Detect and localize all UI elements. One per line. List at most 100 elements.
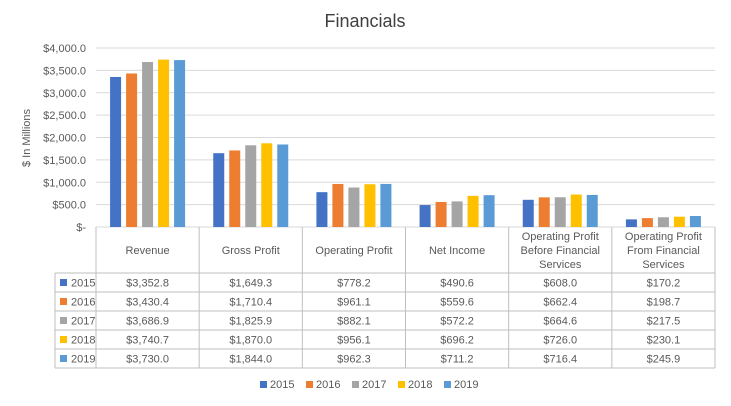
- category-label-line: Operating Profit: [625, 231, 702, 243]
- bar-2017-5: [554, 197, 566, 227]
- cell-2016-4: $559.6: [440, 297, 474, 309]
- category-label-line: Gross Profit: [222, 245, 280, 257]
- bar-2015-5: [522, 199, 534, 227]
- bar-2018-3: [364, 184, 376, 227]
- legend-key-2016: [306, 381, 313, 388]
- bars: [110, 59, 701, 228]
- cell-2017-4: $572.2: [440, 316, 474, 328]
- row-name-2018: 2018: [71, 335, 95, 347]
- bar-2017-4: [451, 201, 463, 227]
- bar-2019-5: [586, 194, 598, 227]
- bar-2017-6: [657, 217, 669, 227]
- cell-2015-1: $3,352.8: [126, 278, 169, 290]
- y-axis-ticks: $- $500.0 $1,000.0 $1,500.0 $2,000.0 $2,500.0…: [43, 43, 86, 234]
- cell-2015-6: $170.2: [647, 278, 681, 290]
- y-tick-label: $2,500.0: [43, 110, 86, 122]
- cell-2017-2: $1,825.9: [229, 316, 272, 328]
- row-key-2015: [60, 279, 67, 286]
- bar-2016-5: [538, 197, 550, 227]
- cell-2018-3: $956.1: [337, 335, 371, 347]
- y-tick-label: $1,000.0: [43, 177, 86, 189]
- bar-2018-4: [467, 195, 479, 227]
- cell-2016-2: $1,710.4: [229, 297, 272, 309]
- bar-2018-6: [673, 216, 685, 227]
- cell-2019-1: $3,730.0: [126, 354, 169, 366]
- bar-2019-2: [277, 144, 289, 227]
- row-key-2019: [60, 355, 67, 362]
- row-name-2017: 2017: [71, 316, 95, 328]
- category-label-line: From Financial: [627, 245, 700, 257]
- cell-2015-3: $778.2: [337, 278, 371, 290]
- cell-2016-3: $961.1: [337, 297, 371, 309]
- cell-2016-1: $3,430.4: [126, 297, 169, 309]
- cell-2018-6: $230.1: [647, 335, 681, 347]
- category-label-line: Services: [539, 259, 582, 271]
- y-tick-label: $3,000.0: [43, 88, 86, 100]
- legend: 2015 2016 2017 2018 2019: [260, 379, 478, 391]
- cell-2019-5: $716.4: [543, 354, 577, 366]
- category-label: Revenue: [126, 245, 170, 257]
- row-key-2018: [60, 336, 67, 343]
- row-name-2019: 2019: [71, 354, 95, 366]
- y-tick-label: $-: [76, 222, 86, 234]
- legend-key-2015: [260, 381, 267, 388]
- legend-label-2015: 2015: [270, 379, 294, 391]
- y-tick-label: $1,500.0: [43, 155, 86, 167]
- cell-2015-4: $490.6: [440, 278, 474, 290]
- bar-2016-4: [435, 201, 447, 227]
- bar-2016-3: [332, 183, 344, 227]
- legend-label-2016: 2016: [316, 379, 340, 391]
- gridlines: [96, 47, 715, 228]
- bar-2017-2: [245, 145, 257, 227]
- data-table: Revenue Gross Profit Operating Profit Net I…: [54, 227, 716, 369]
- cell-2016-5: $662.4: [543, 297, 577, 309]
- cell-2017-5: $664.6: [543, 316, 577, 328]
- legend-key-2017: [352, 381, 359, 388]
- bar-2019-3: [380, 183, 392, 227]
- category-label: Operating Profit From Financial Services: [625, 231, 702, 271]
- cell-2017-1: $3,686.9: [126, 316, 169, 328]
- cell-2018-1: $3,740.7: [126, 335, 169, 347]
- bar-2016-2: [229, 150, 241, 227]
- cell-2018-5: $726.0: [543, 335, 577, 347]
- legend-label-2018: 2018: [408, 379, 432, 391]
- legend-key-2019: [444, 381, 451, 388]
- cell-2018-2: $1,870.0: [229, 335, 272, 347]
- bar-2019-4: [483, 195, 495, 227]
- category-label: Operating Profit Before Financial Services: [521, 231, 601, 271]
- row-name-2016: 2016: [71, 297, 95, 309]
- bar-2017-1: [142, 62, 154, 227]
- chart-title: Financials: [324, 11, 405, 31]
- bar-2018-5: [570, 194, 582, 227]
- y-tick-label: $500.0: [52, 200, 86, 212]
- cell-2015-5: $608.0: [543, 278, 577, 290]
- category-label-line: Revenue: [126, 245, 170, 257]
- category-label: Operating Profit: [315, 245, 392, 257]
- bar-2016-1: [126, 73, 138, 228]
- cell-2015-2: $1,649.3: [229, 278, 272, 290]
- category-label-line: Before Financial: [521, 245, 601, 257]
- y-tick-label: $4,000.0: [43, 43, 86, 55]
- legend-label-2019: 2019: [454, 379, 478, 391]
- legend-key-2018: [398, 381, 405, 388]
- cell-2017-3: $882.1: [337, 316, 371, 328]
- category-label-line: Operating Profit: [522, 231, 599, 243]
- bar-2016-6: [641, 218, 653, 227]
- bar-2015-6: [625, 219, 637, 227]
- row-key-2016: [60, 298, 67, 305]
- cell-2016-6: $198.7: [647, 297, 681, 309]
- category-label-line: Operating Profit: [315, 245, 392, 257]
- category-label: Net Income: [429, 245, 485, 257]
- y-tick-label: $2,000.0: [43, 133, 86, 145]
- cell-2018-4: $696.2: [440, 335, 474, 347]
- bar-2015-1: [110, 76, 122, 228]
- bar-2015-4: [419, 205, 431, 227]
- bar-2018-1: [158, 59, 170, 228]
- cell-2019-6: $245.9: [647, 354, 681, 366]
- cell-2019-2: $1,844.0: [229, 354, 272, 366]
- category-label-line: Services: [642, 259, 685, 271]
- bar-2015-2: [213, 153, 225, 227]
- y-axis-label: $ In Millions: [21, 108, 33, 167]
- bar-2018-2: [261, 143, 273, 227]
